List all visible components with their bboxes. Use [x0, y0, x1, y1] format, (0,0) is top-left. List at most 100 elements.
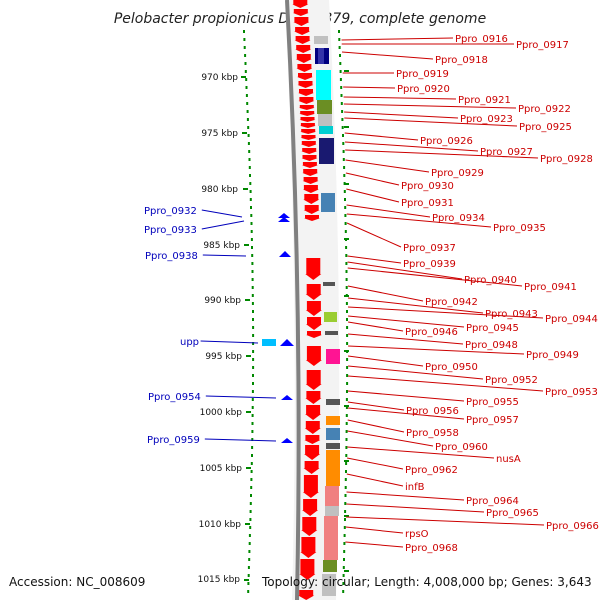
feature-block [318, 48, 324, 64]
ruler-dot [345, 454, 348, 457]
ruler-dot [250, 206, 252, 209]
forward-gene-arrow [298, 590, 315, 600]
ruler-dot [346, 342, 349, 345]
ruler-dot [248, 542, 251, 545]
label-leader-line [200, 340, 259, 344]
ruler-dot [252, 366, 255, 369]
gene-label: Ppro_0928 [540, 154, 593, 165]
ruler-dot [343, 174, 346, 177]
ruler-dot [343, 534, 346, 537]
ruler-dot [246, 110, 249, 113]
label-leader-line [348, 321, 404, 332]
ruler-dot [344, 510, 347, 513]
gene-label: Ppro_0931 [401, 198, 454, 209]
ruler-dot [248, 158, 251, 161]
gene-label: Ppro_0930 [401, 181, 454, 192]
ruler-dot [251, 278, 254, 281]
label-leader-line [347, 267, 523, 287]
ruler-dot [344, 494, 347, 497]
label-leader-line [345, 516, 545, 526]
label-leader-line [345, 159, 430, 173]
reverse-gene-arrow [278, 217, 290, 222]
gene-label: Ppro_0935 [493, 223, 546, 234]
forward-gene-arrow [292, 0, 309, 8]
label-leader-line [347, 430, 434, 447]
ruler-dot [251, 262, 254, 265]
forward-gene-arrow [306, 317, 322, 330]
ruler-tick [344, 350, 349, 352]
label-leader-line [347, 306, 544, 319]
label-leader-line [344, 132, 419, 141]
tick-label: 1015 kbp [198, 575, 241, 585]
feature-block [316, 70, 331, 100]
feature-block [324, 516, 338, 560]
gene-label: Ppro_0950 [425, 362, 478, 373]
ruler-dot [342, 590, 345, 593]
forward-gene-arrow [302, 499, 319, 516]
ruler-dot [250, 494, 252, 497]
ruler-tick [344, 238, 349, 240]
ruler-dot [248, 166, 251, 169]
tick-label: 990 kbp [204, 296, 241, 306]
ruler-dot [249, 182, 252, 185]
forward-gene-arrow [300, 129, 317, 134]
ruler-dot [346, 326, 349, 329]
forward-gene-arrow [304, 215, 320, 221]
ruler-dot [247, 566, 250, 569]
label-leader-line [341, 37, 454, 41]
ruler-dot [251, 414, 254, 417]
gene-label: Ppro_0923 [460, 114, 513, 125]
ruler-dot [342, 134, 344, 137]
gene-label: Ppro_0953 [545, 387, 598, 398]
label-leader-line [345, 172, 400, 186]
label-leader-line [205, 395, 277, 399]
ruler-dot [251, 454, 253, 457]
ruler-tick [344, 126, 349, 128]
label-leader-line [348, 345, 525, 355]
gene-label: Ppro_0919 [396, 69, 449, 80]
ruler-dot [244, 54, 247, 57]
forward-gene-arrow [298, 89, 314, 96]
forward-gene-arrow [301, 162, 318, 168]
ruler-tick [344, 570, 349, 572]
ruler-dot [338, 30, 340, 33]
ruler-dot [345, 462, 348, 465]
feature-block [317, 100, 332, 114]
ruler-dot [244, 62, 247, 65]
forward-gene-arrow [297, 73, 313, 80]
ruler-dot [246, 102, 249, 105]
feature-block [321, 193, 335, 212]
ruler-dot [247, 126, 250, 129]
ruler-dot [249, 526, 252, 529]
ruler-dot [345, 262, 348, 265]
ruler-dot [341, 126, 344, 129]
gene-label: Ppro_0927 [480, 147, 533, 158]
axis-ticks: 970 kbp 975 kbp 980 kbp 985 kbp 990 kbp … [198, 73, 243, 585]
ruler-dot [252, 318, 254, 321]
ruler-dot [346, 374, 349, 377]
ruler-dot [346, 310, 348, 313]
feature-block [324, 312, 337, 322]
gene-label: Ppro_0949 [526, 350, 579, 361]
gene-label: Ppro_0925 [519, 122, 572, 133]
forward-gene-arrow [305, 284, 322, 300]
forward-gene-arrow [297, 81, 314, 88]
label-leader-line [347, 419, 405, 433]
label-leader-line [341, 51, 434, 60]
reverse-gene-arrow [278, 213, 290, 218]
gene-label: Ppro_0920 [397, 84, 450, 95]
ruler-dot [339, 78, 342, 81]
feature-block [326, 416, 340, 425]
label-leader-line [346, 222, 402, 248]
forward-gene-arrow [305, 301, 322, 316]
label-leader-line [347, 401, 405, 411]
label-leader-line [347, 390, 465, 402]
forward-gene-arrow [302, 169, 319, 176]
forward-gene-arrow [299, 559, 316, 580]
gene-label: Ppro_0968 [405, 543, 458, 554]
label-leader-line [346, 503, 485, 513]
forward-gene-arrow [303, 194, 320, 204]
tick-label: 1005 kbp [200, 464, 243, 474]
ruler-dot [344, 198, 346, 201]
feature-block [314, 36, 328, 44]
